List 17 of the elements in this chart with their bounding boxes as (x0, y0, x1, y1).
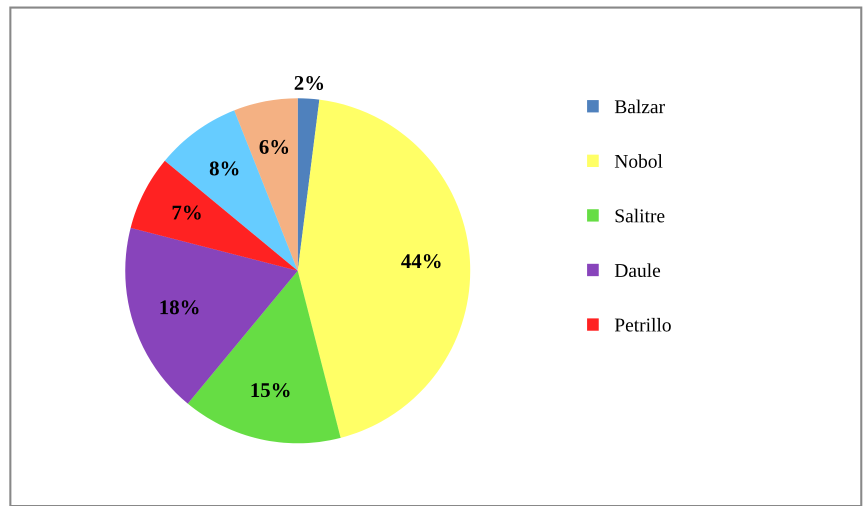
data-label: 7% (172, 206, 201, 220)
legend-label: Daule (614, 263, 660, 278)
pie-slice (125, 228, 298, 404)
data-label: 6% (260, 140, 288, 154)
data-label: 15% (251, 383, 290, 398)
pie-slice (298, 100, 470, 438)
pie-slice (130, 160, 298, 271)
pie-slice (164, 110, 298, 271)
data-label: 8% (210, 161, 238, 176)
legend-label: Nobol (614, 154, 663, 168)
data-label: 2% (294, 76, 324, 90)
data-label: 18% (160, 300, 198, 314)
legend-label: Salitre (616, 208, 664, 222)
legend-label: Balzar (614, 100, 665, 114)
pie-slice (298, 98, 320, 271)
data-label: 44% (401, 254, 441, 268)
legend-label: Petrillo (614, 318, 671, 332)
